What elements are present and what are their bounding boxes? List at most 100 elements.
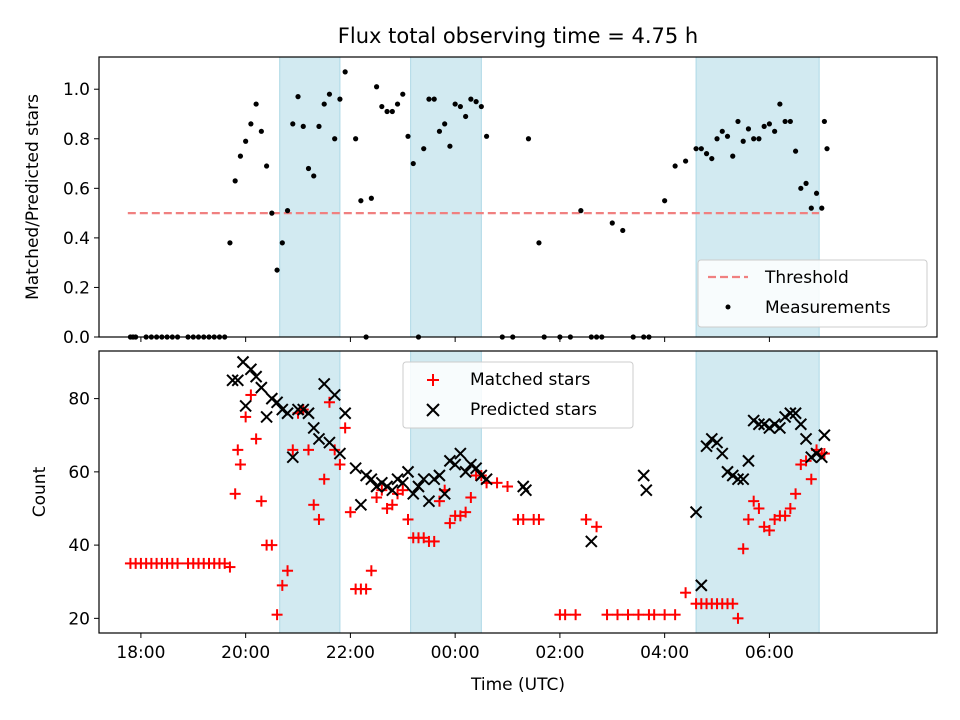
measurement-point <box>457 103 463 110</box>
measurement-point <box>714 136 720 142</box>
matched-star-point <box>669 609 681 621</box>
measurement-point <box>782 118 788 125</box>
matched-star-point <box>753 502 765 514</box>
legend-matched-swatch <box>427 374 439 386</box>
predicted-star-point <box>291 403 305 416</box>
bottom-y-tick-label: 80 <box>68 390 90 410</box>
measurement-point <box>405 133 411 139</box>
predicted-star-point <box>422 494 436 508</box>
measurement-point <box>683 158 689 164</box>
matched-star-point <box>737 543 749 555</box>
matched-star-point <box>255 495 267 507</box>
measurement-point <box>321 101 327 107</box>
matched-star-point <box>491 477 503 489</box>
measurement-point <box>342 69 348 75</box>
matched-star-point <box>329 444 341 456</box>
bottom-x-ticks: 18:00 20:00 22:00 00:00 02:00 04:00 06:00 <box>116 633 794 663</box>
x-tick-label: 02:00 <box>535 643 584 663</box>
matched-star-point <box>282 565 294 577</box>
measurement-point <box>824 146 830 152</box>
predicted-star-point <box>794 418 808 431</box>
matched-star-point <box>800 455 812 467</box>
predicted-star-point <box>799 432 813 446</box>
measurement-point <box>693 146 699 152</box>
measurement-point <box>751 136 757 142</box>
matched-star-point <box>680 587 692 599</box>
matched-star-point <box>559 609 571 621</box>
predicted-star-point <box>778 410 792 424</box>
matched-star-point <box>580 513 592 525</box>
predicted-star-point <box>265 392 279 405</box>
predicted-star-point <box>689 505 703 519</box>
matched-star-point <box>276 579 288 591</box>
matched-star-point <box>386 499 398 511</box>
matched-star-point <box>748 495 760 507</box>
measurement-point <box>803 180 809 186</box>
measurement-point <box>400 91 406 97</box>
bottom-shaded-span <box>695 350 820 634</box>
predicted-star-point <box>370 480 383 493</box>
bottom-panel: 20 40 60 80 18:00 20:00 22:00 00:00 02:00 04:00 0… <box>30 350 938 695</box>
legend-matched-label: Matched stars <box>470 370 590 390</box>
predicted-star-point <box>805 451 818 464</box>
predicted-star-point <box>640 483 653 497</box>
measurement-point <box>745 126 752 132</box>
predicted-star-point <box>307 421 320 435</box>
measurement-point <box>740 138 746 144</box>
matched-star-point <box>365 565 377 577</box>
measurement-point <box>264 163 270 169</box>
predicted-star-point <box>752 418 766 431</box>
measurement-point <box>609 220 615 226</box>
measurement-point <box>337 96 343 102</box>
predicted-star-point <box>433 469 446 482</box>
legend-threshold-label: Threshold <box>764 268 849 288</box>
predicted-star-point <box>255 381 268 394</box>
matched-star-point <box>308 499 320 511</box>
measurement-point <box>536 240 542 246</box>
matched-star-point <box>313 513 325 525</box>
x-axis-label: Time (UTC) <box>470 675 565 695</box>
measurement-point <box>735 118 741 125</box>
bottom-shaded-span <box>279 350 341 634</box>
predicted-star-point <box>365 472 378 486</box>
predicted-star-point <box>637 469 650 482</box>
measurement-point <box>463 113 469 120</box>
top-shaded-span <box>279 56 341 338</box>
measurement-point <box>662 198 668 204</box>
predicted-star-point <box>459 465 472 479</box>
predicted-star-point <box>281 407 294 420</box>
measurement-point <box>384 108 390 115</box>
measurement-point <box>373 84 380 90</box>
measurement-point <box>620 227 626 234</box>
predicted-star-point <box>312 432 326 446</box>
predicted-star-point <box>448 458 462 471</box>
measurement-point <box>478 103 484 110</box>
measurement-point <box>821 118 827 125</box>
matched-star-point <box>287 444 299 456</box>
predicted-star-point <box>810 447 823 460</box>
predicted-star-point <box>249 370 263 383</box>
predicted-star-point <box>276 403 289 416</box>
measurement-point <box>672 163 678 169</box>
matched-star-point <box>232 444 244 456</box>
x-tick-label: 04:00 <box>640 643 689 663</box>
predicted-star-point <box>391 472 404 486</box>
predicted-star-point <box>302 407 315 420</box>
predicted-star-point <box>417 472 430 486</box>
measurement-point <box>698 146 704 152</box>
matched-star-point <box>334 459 346 471</box>
count-points <box>124 355 831 624</box>
predicted-star-point <box>731 472 745 486</box>
predicted-star-point <box>359 469 373 482</box>
bottom-axes-frame <box>98 350 938 634</box>
measurement-point <box>243 138 249 144</box>
predicted-star-point <box>585 535 598 548</box>
predicted-star-point <box>286 451 299 464</box>
predicted-star-point <box>443 454 457 468</box>
matched-star-point <box>172 557 184 569</box>
predicted-star-point <box>354 498 368 512</box>
matched-star-point <box>570 609 582 621</box>
bottom-legend-box <box>402 361 634 429</box>
predicted-star-point <box>375 476 389 490</box>
predicted-star-point <box>349 461 362 475</box>
